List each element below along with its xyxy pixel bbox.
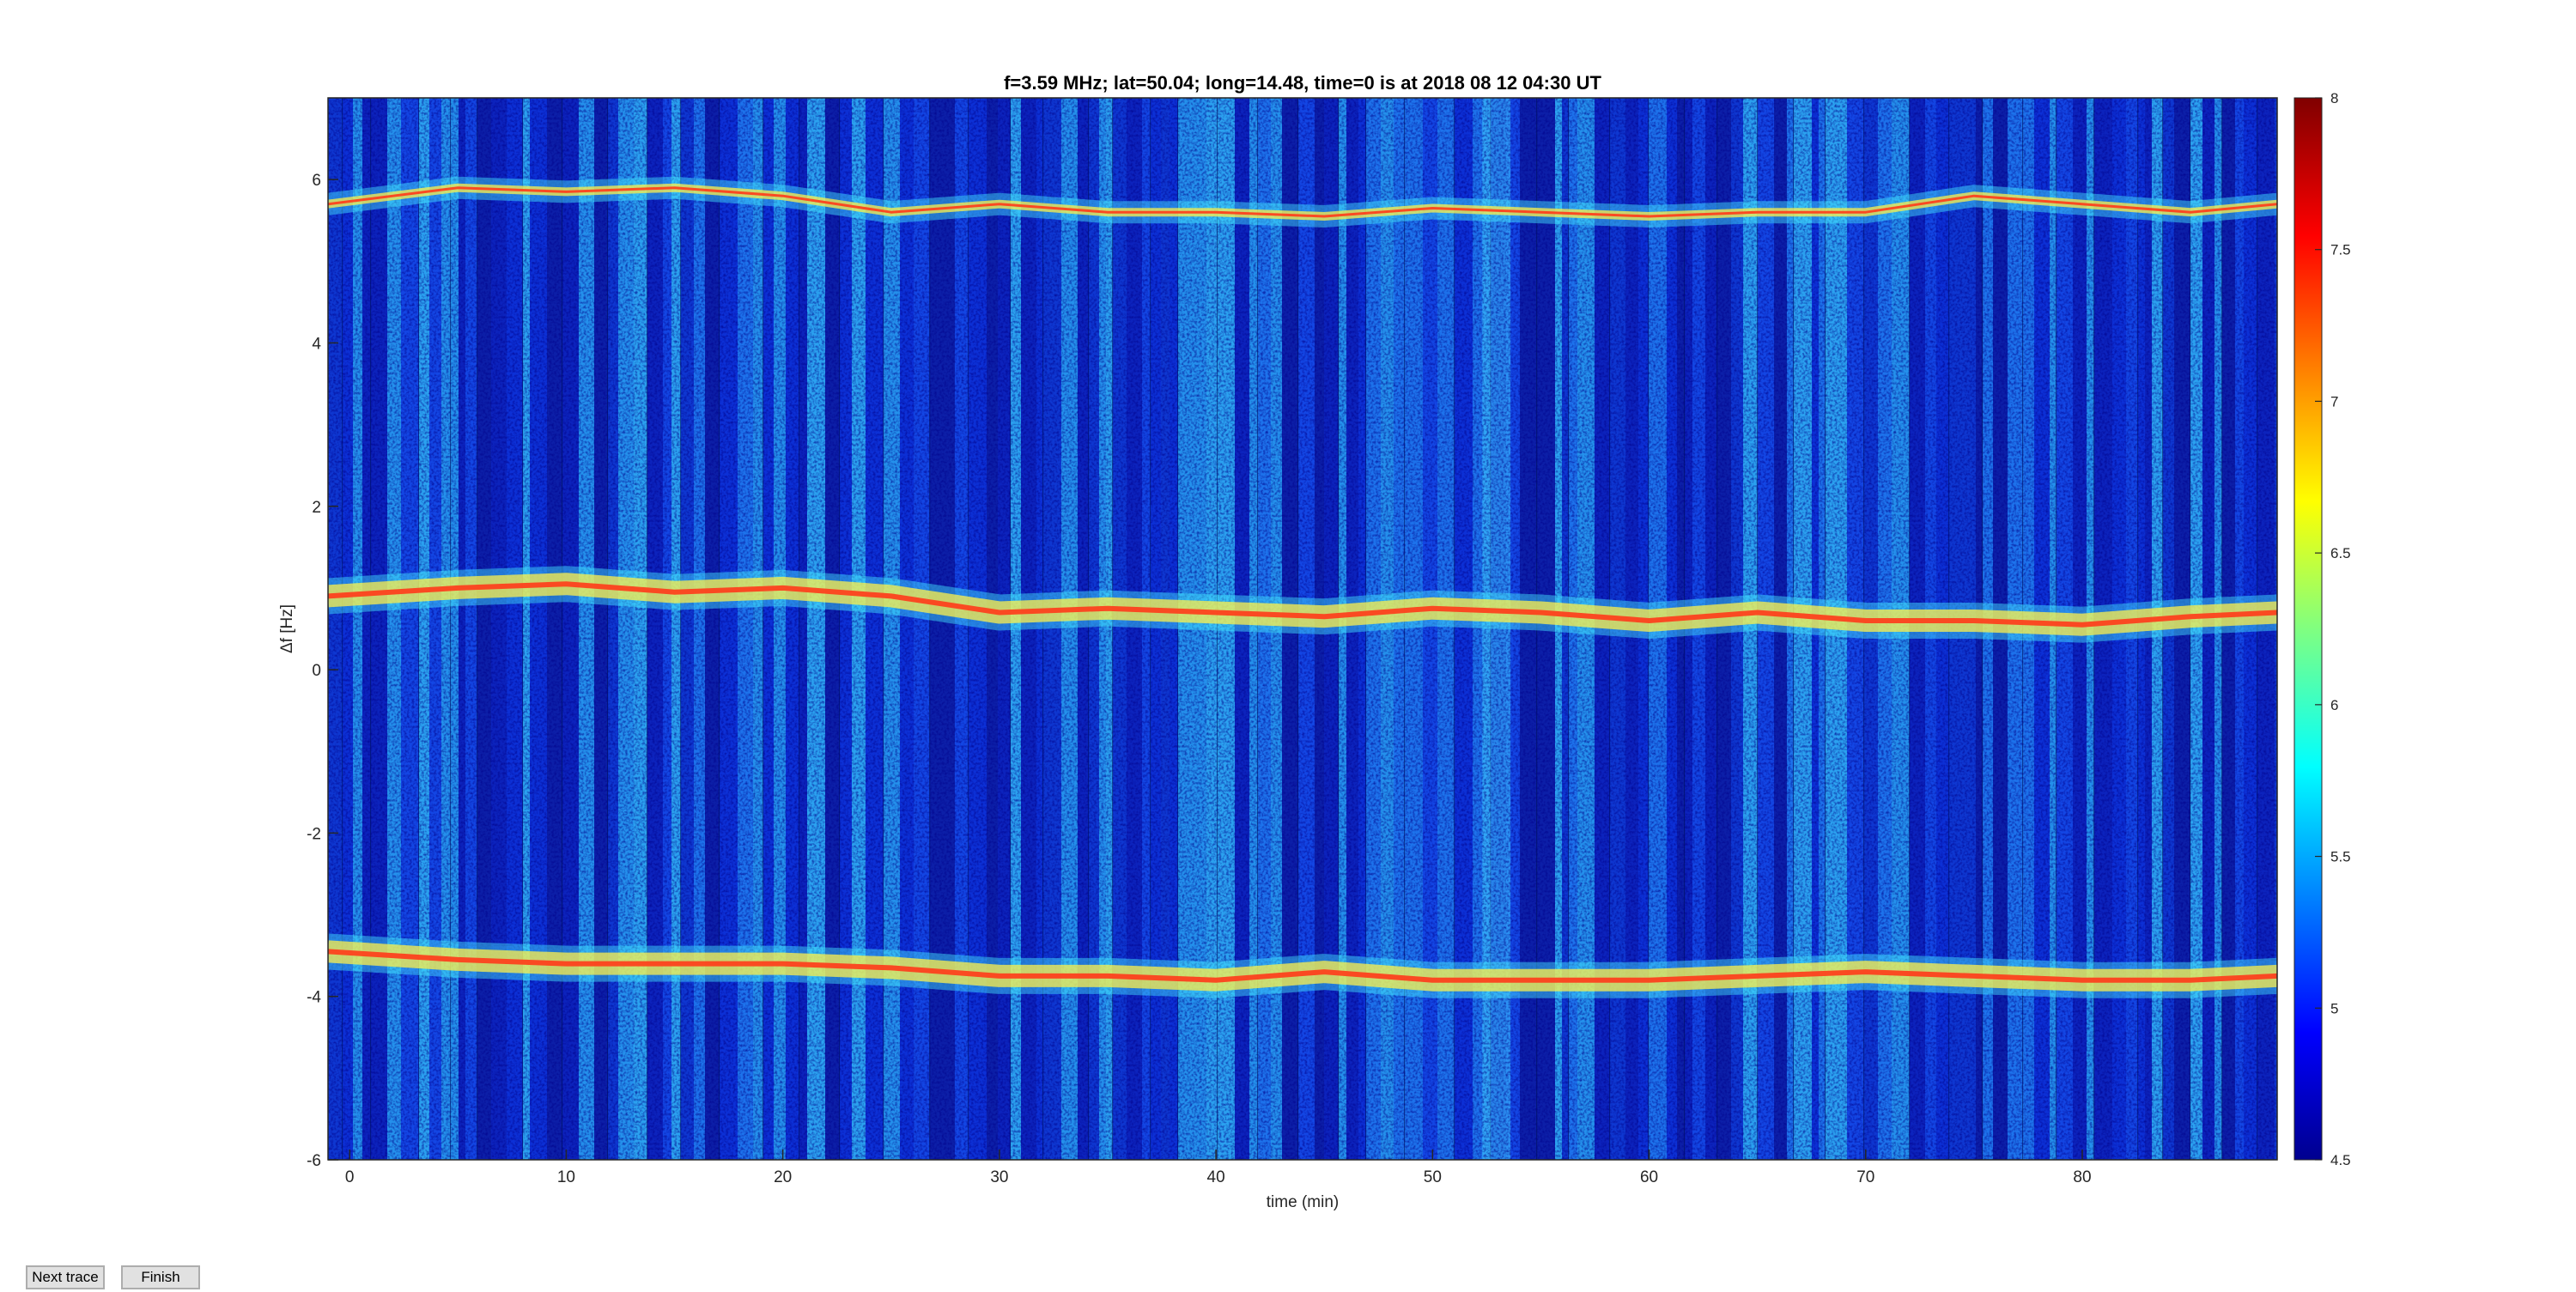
colorbar-tick-label: 4.5 bbox=[2330, 1152, 2351, 1168]
y-axis: -6 -4 -2 0 2 4 6 bbox=[307, 172, 338, 1170]
colorbar-gradient bbox=[2293, 97, 2323, 1161]
x-axis: 0 10 20 30 40 50 60 70 80 bbox=[345, 1149, 2092, 1186]
colorbar-tick-label: 8 bbox=[2330, 90, 2338, 106]
y-tick-label: 2 bbox=[312, 499, 321, 517]
plot-frame bbox=[327, 97, 2278, 1161]
x-tick-label: 30 bbox=[990, 1168, 1008, 1186]
y-tick-label: -2 bbox=[307, 825, 321, 843]
finish-button[interactable]: Finish bbox=[121, 1265, 200, 1289]
colorbar-tick-label: 7.5 bbox=[2330, 242, 2351, 258]
y-tick-label: 0 bbox=[312, 662, 321, 680]
x-tick-label: 80 bbox=[2073, 1168, 2091, 1186]
trace-core bbox=[328, 186, 2277, 218]
plot-area bbox=[328, 98, 2277, 1160]
colorbar-tick-label: 5.5 bbox=[2330, 849, 2351, 865]
y-axis-label: Δf [Hz] bbox=[278, 604, 296, 653]
x-tick-label: 70 bbox=[1856, 1168, 1874, 1186]
y-tick-label: 4 bbox=[312, 335, 321, 353]
x-tick-label: 50 bbox=[1424, 1168, 1442, 1186]
x-tick-label: 10 bbox=[557, 1168, 575, 1186]
trace-core bbox=[328, 949, 2277, 983]
x-axis-label: time (min) bbox=[1267, 1193, 1339, 1211]
colorbar-tick-label: 5 bbox=[2330, 1000, 2338, 1016]
colorbar-tick-label: 6 bbox=[2330, 697, 2338, 713]
colorbar-tick-label: 7 bbox=[2330, 393, 2338, 409]
trace-core bbox=[328, 581, 2277, 628]
colorbar: 4.5 5 5.5 6 6.5 7 7.5 8 bbox=[2293, 90, 2351, 1168]
next-trace-button[interactable]: Next trace bbox=[26, 1265, 105, 1289]
x-tick-label: 20 bbox=[774, 1168, 792, 1186]
chart-title: f=3.59 MHz; lat=50.04; long=14.48, time=… bbox=[1004, 72, 1601, 94]
colorbar-ticks: 4.5 5 5.5 6 6.5 7 7.5 8 bbox=[2315, 90, 2351, 1168]
colorbar-tick-label: 6.5 bbox=[2330, 545, 2351, 561]
y-tick-label: 6 bbox=[312, 172, 321, 190]
x-tick-label: 60 bbox=[1640, 1168, 1658, 1186]
x-tick-label: 40 bbox=[1207, 1168, 1225, 1186]
y-tick-label: -4 bbox=[307, 989, 321, 1007]
x-tick-label: 0 bbox=[345, 1168, 355, 1186]
y-tick-label: -6 bbox=[307, 1152, 321, 1170]
doppler-traces bbox=[328, 176, 2277, 998]
